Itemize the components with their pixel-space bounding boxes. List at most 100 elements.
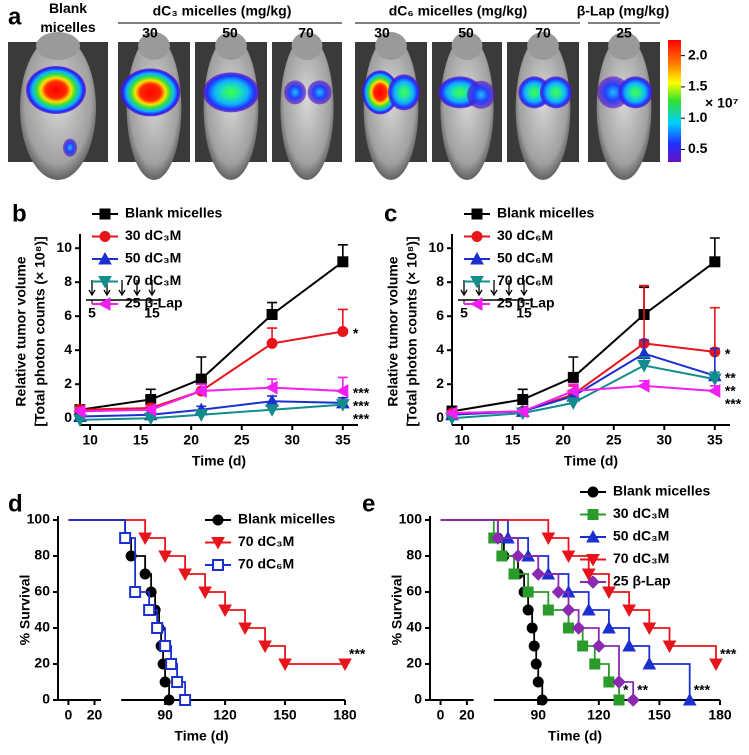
colorbar-tick-label: 2.0 [688,46,708,62]
marker [581,602,596,616]
significance-mark: * [725,346,731,362]
marker [592,639,606,653]
significance-mark: *** [725,395,742,411]
legend-marker [586,529,600,543]
marker [125,550,137,562]
legend-label: 30 dC₃M [125,227,181,243]
y-axis-title: Relative tumor volume [13,256,29,406]
series-line [451,364,716,420]
panel-label: c [384,200,397,227]
legend-marker [470,276,484,289]
y-tick-label: 100 [399,511,423,527]
survival-step [440,519,495,538]
group-title: β-Lap (mg/kg) [577,3,670,19]
y-tick-label: 80 [406,547,422,563]
series-line [79,260,344,411]
x-tick-label: 30 [285,432,301,448]
marker [530,658,542,670]
legend-label: 70 dC₃M [125,272,181,288]
marker [566,397,581,410]
marker [444,406,458,420]
marker [642,656,657,670]
signal-blob [539,76,572,109]
x-tick-label: 0 [65,707,73,723]
significance-mark: *** [720,646,737,662]
marker [622,604,636,618]
y-tick-label: 8 [436,273,444,289]
marker [622,638,636,652]
marker [163,694,175,706]
marker [338,658,352,672]
marker [542,604,554,616]
marker [138,532,152,546]
y-tick-label: 100 [27,511,51,527]
y-tick-label: 0 [42,691,50,707]
legend-marker [98,276,112,289]
y-tick-label: 6 [64,307,72,323]
marker [265,404,279,417]
dose-label: 25 [616,25,632,41]
signal-blob [203,72,259,113]
marker [536,694,548,706]
error-bar [639,284,650,344]
y-tick-label: 40 [406,619,422,635]
marker [571,621,586,635]
marker [72,404,86,419]
marker [637,379,650,393]
legend-label: Blank micelles [238,511,335,527]
marker [194,384,207,398]
marker [165,658,178,670]
mouse-head [291,32,323,60]
marker [551,585,566,599]
series-line [451,342,715,415]
marker [143,402,157,417]
colorbar-tick-label: 1.0 [688,109,708,125]
mouse-head [527,32,559,60]
marker [589,658,601,670]
x-tick-label: 25 [234,432,250,448]
mouse-body [280,36,334,180]
y-tick-label: 40 [34,619,50,635]
survival-step [548,537,570,556]
legend-marker [97,297,111,311]
marker [171,676,184,688]
marker [143,604,156,616]
dose-arrow [133,280,141,297]
dose-label: 50 [222,25,238,41]
legend-label: 30 dC₃M [613,505,669,521]
signal-blob [307,80,332,105]
marker [511,549,525,563]
marker [491,531,505,545]
survival-step [185,573,206,592]
dose-arrow [118,280,126,297]
legend-marker [587,509,599,520]
y-tick-label: 80 [34,547,50,563]
x-tick-label: 15 [133,432,149,448]
x-tick-label: 90 [157,707,173,723]
marker [517,394,529,405]
legend-marker [98,251,112,265]
marker [119,532,132,544]
x-axis-title: Time (d) [564,453,618,469]
marker [561,550,576,564]
y-tick-label: 20 [406,655,422,671]
legend-label: 30 dC₆M [497,227,553,243]
legend-marker [212,514,224,526]
survival-step [225,609,246,628]
marker [151,622,164,634]
marker [337,256,349,268]
panel-label: e [362,490,375,517]
x-tick-label: 10 [454,432,470,448]
marker [528,640,540,652]
panel-label: d [8,490,23,517]
marker [266,337,278,349]
marker [266,309,278,320]
y-tick-label: 2 [436,375,444,391]
y-tick-label: 10 [428,239,444,255]
legend-marker [212,559,224,571]
signal-blob [362,70,399,115]
marker [682,692,697,706]
survival-step [145,537,167,556]
legend-label: Blank micelles [497,205,594,221]
dose-arrow [148,280,156,297]
